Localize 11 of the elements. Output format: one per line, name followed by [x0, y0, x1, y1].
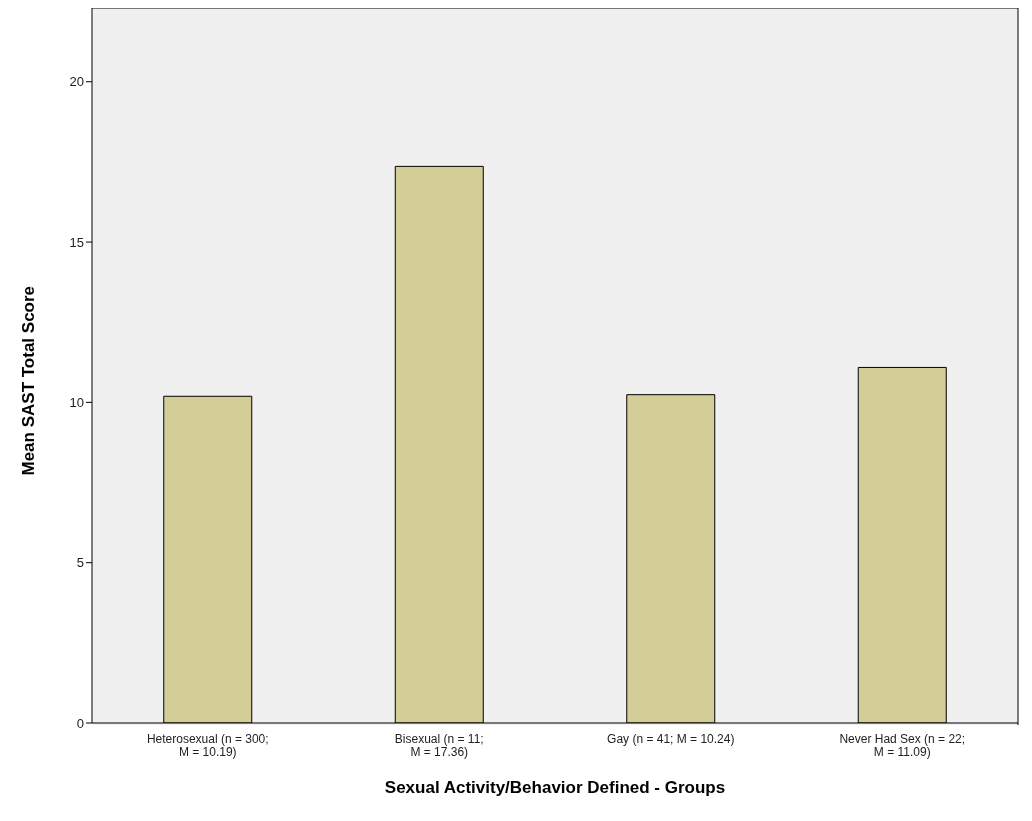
x-tick-label: Heterosexual (n = 300; M = 10.19) [146, 732, 269, 759]
x-tick-label: Gay (n = 41; M = 10.24) [607, 732, 735, 746]
x-tick-label: Bisexual (n = 11; M = 17.36) [394, 732, 484, 759]
y-tick-label: 5 [76, 555, 84, 571]
y-tick-label: 0 [76, 715, 84, 731]
x-tick-label: Never Had Sex (n = 22; M = 11.09) [839, 732, 966, 759]
y-tick-label: 10 [69, 394, 84, 410]
y-axis-title: Mean SAST Total Score [19, 285, 39, 476]
x-axis-title: Sexual Activity/Behavior Defined - Groups [384, 778, 726, 797]
y-tick-label: 20 [69, 74, 84, 90]
y-tick-label: 15 [69, 234, 84, 250]
